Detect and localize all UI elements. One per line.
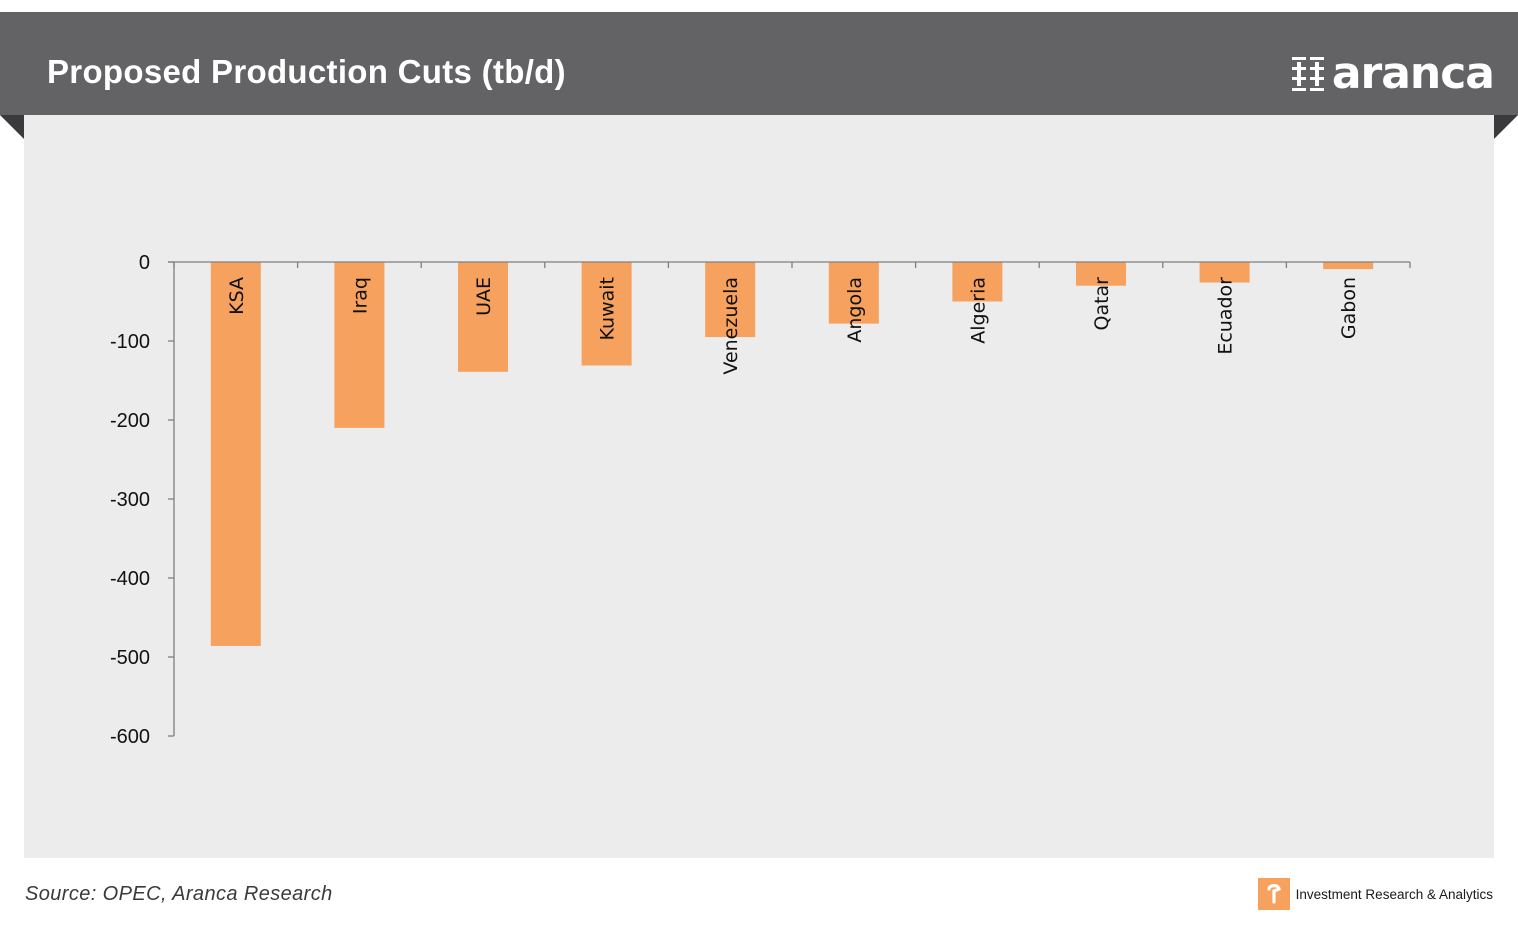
chart-panel xyxy=(24,115,1494,858)
aranca-logo: aranca xyxy=(1291,48,1495,99)
y-tick-label: -400 xyxy=(110,568,150,590)
bar-gabon xyxy=(1323,262,1374,270)
bar-algeria xyxy=(952,262,1003,302)
y-tick-label: 0 xyxy=(139,252,150,274)
banner-fold-right xyxy=(1494,115,1518,139)
bar-angola xyxy=(828,262,879,324)
x-tick-label: Iraq xyxy=(349,277,371,314)
aranca-logo-icon xyxy=(1291,57,1324,91)
footer-brand: Investment Research & Analytics xyxy=(1257,878,1493,910)
y-tick-label: -500 xyxy=(110,647,150,669)
y-tick-label: -600 xyxy=(110,726,150,748)
tagline: Investment Research & Analytics xyxy=(1295,886,1493,902)
y-tick-label: -300 xyxy=(110,489,150,511)
y-tick-label: -100 xyxy=(110,331,150,353)
bar-uae xyxy=(458,262,508,372)
bar-ksa xyxy=(210,262,261,646)
x-tick-label: KSA xyxy=(226,277,248,315)
x-tick-label: Venezuela xyxy=(720,277,742,375)
bar-venezuela xyxy=(705,262,756,338)
x-tick-label: Algeria xyxy=(967,277,989,344)
bar-qatar xyxy=(1076,262,1126,286)
header-banner: Proposed Production Cuts (tb/d) aranca xyxy=(0,12,1518,115)
bar-ecuador xyxy=(1199,262,1250,283)
logo-wordmark: aranca xyxy=(1331,48,1495,99)
x-tick-label: Gabon xyxy=(1338,277,1360,339)
chart-title: Proposed Production Cuts (tb/d) xyxy=(47,53,566,90)
x-tick-label: Angola xyxy=(844,277,866,343)
aranca-badge-icon xyxy=(1257,878,1290,910)
x-tick-label: UAE xyxy=(473,277,495,316)
source-note: Source: OPEC, Aranca Research xyxy=(25,883,333,905)
x-tick-label: Ecuador xyxy=(1215,277,1237,355)
x-tick-label: Kuwait xyxy=(597,277,619,340)
bar-kuwait xyxy=(581,262,632,366)
bar-iraq xyxy=(334,262,385,428)
banner-fold-left xyxy=(0,115,24,139)
y-tick-label: -200 xyxy=(110,410,150,432)
x-tick-label: Qatar xyxy=(1091,277,1113,331)
